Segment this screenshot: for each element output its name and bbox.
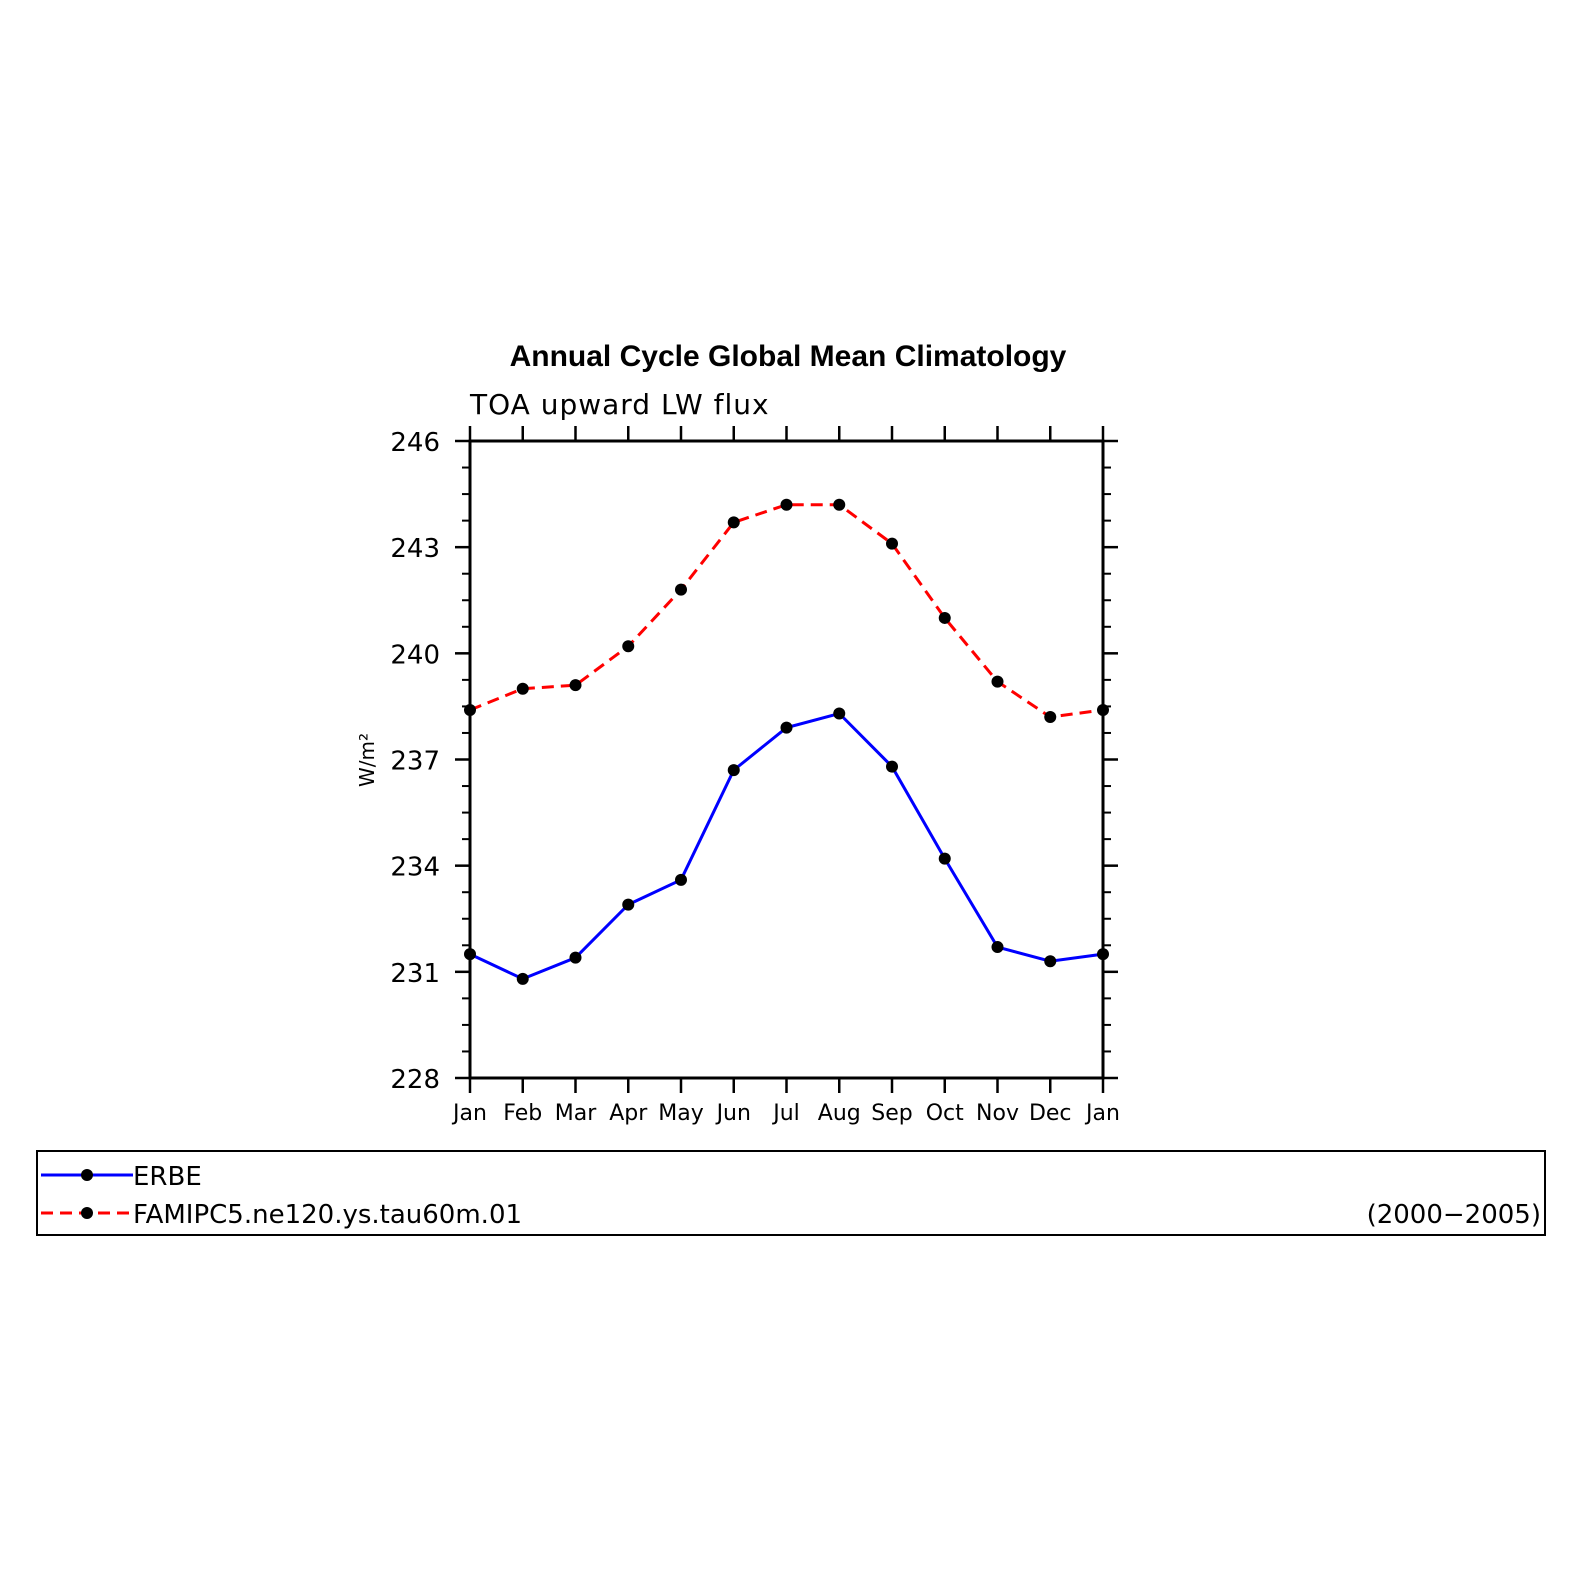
ytick-label: 240 <box>390 640 440 670</box>
xtick-label: Aug <box>818 1101 861 1126</box>
xtick-label: Jan <box>1084 1101 1120 1126</box>
series-1-point <box>622 640 635 653</box>
ytick-label: 234 <box>390 853 440 883</box>
chart-title: Annual Cycle Global Mean Climatology <box>510 340 1067 373</box>
series-1-point <box>675 583 687 596</box>
legend-box <box>36 1150 1546 1236</box>
series-1-point <box>1097 703 1109 716</box>
legend-period-note: (2000−2005) <box>1367 1200 1541 1230</box>
xtick-label: May <box>658 1101 703 1126</box>
series-1-point <box>569 679 582 692</box>
series-1-point <box>886 537 898 550</box>
series-1-point <box>991 675 1004 688</box>
xtick-label: Mar <box>555 1101 597 1126</box>
xtick-label: Nov <box>976 1101 1019 1126</box>
series-0-point <box>464 948 476 961</box>
xtick-label: Sep <box>871 1101 912 1126</box>
series-0-point <box>1044 955 1057 968</box>
xtick-label: Jan <box>451 1101 487 1126</box>
series-0-point <box>675 873 687 886</box>
series-0-point <box>991 941 1004 954</box>
plot-frame <box>468 439 1105 1080</box>
series-1-point <box>780 498 793 511</box>
legend-label-1: FAMIPC5.ne120.ys.tau60m.01 <box>133 1200 522 1230</box>
series-0-point <box>1097 948 1109 961</box>
legend-label-0: ERBE <box>133 1162 202 1192</box>
ytick-label: 237 <box>390 747 440 777</box>
ytick-label: 243 <box>390 534 440 564</box>
series-1-point <box>1044 711 1057 724</box>
plot-area: 228 231 234 237 240 243 246 Jan Feb Mar Apr May Jun J… <box>355 426 1120 1126</box>
series-1-point <box>938 611 951 624</box>
xtick-label: Apr <box>609 1101 648 1126</box>
ytick-label: 231 <box>390 959 440 989</box>
xtick-label: Feb <box>503 1101 542 1126</box>
series-line-1 <box>469 503 1104 719</box>
series-0-point <box>516 972 529 985</box>
ytick-label: 246 <box>390 428 440 458</box>
legend: ERBE FAMIPC5.ne120.ys.tau60m.01 (2000−2005… <box>36 1150 1546 1236</box>
series-0-point <box>569 951 582 964</box>
series-0-point <box>727 764 740 777</box>
series-1-point <box>833 498 846 511</box>
series-line-0 <box>469 711 1104 981</box>
chart-subtitle: TOA upward LW flux <box>469 388 770 421</box>
legend-marker-1 <box>81 1207 93 1219</box>
series-1-point <box>464 703 476 716</box>
series-0-point <box>780 721 793 734</box>
xtick-label: Oct <box>926 1101 964 1126</box>
series-1-point <box>516 682 529 695</box>
series-0-point <box>622 898 635 911</box>
xtick-label: Jun <box>715 1101 751 1126</box>
series-1-point <box>727 516 740 529</box>
xtick-label: Dec <box>1029 1101 1072 1126</box>
xtick-label: Jul <box>771 1101 800 1126</box>
series-0-point <box>833 707 846 720</box>
y-axis-label: W/m² <box>355 733 379 787</box>
ytick-label: 228 <box>390 1065 440 1095</box>
legend-marker-0 <box>81 1169 93 1181</box>
series-0-point <box>886 760 898 773</box>
series-0-point <box>938 852 951 865</box>
